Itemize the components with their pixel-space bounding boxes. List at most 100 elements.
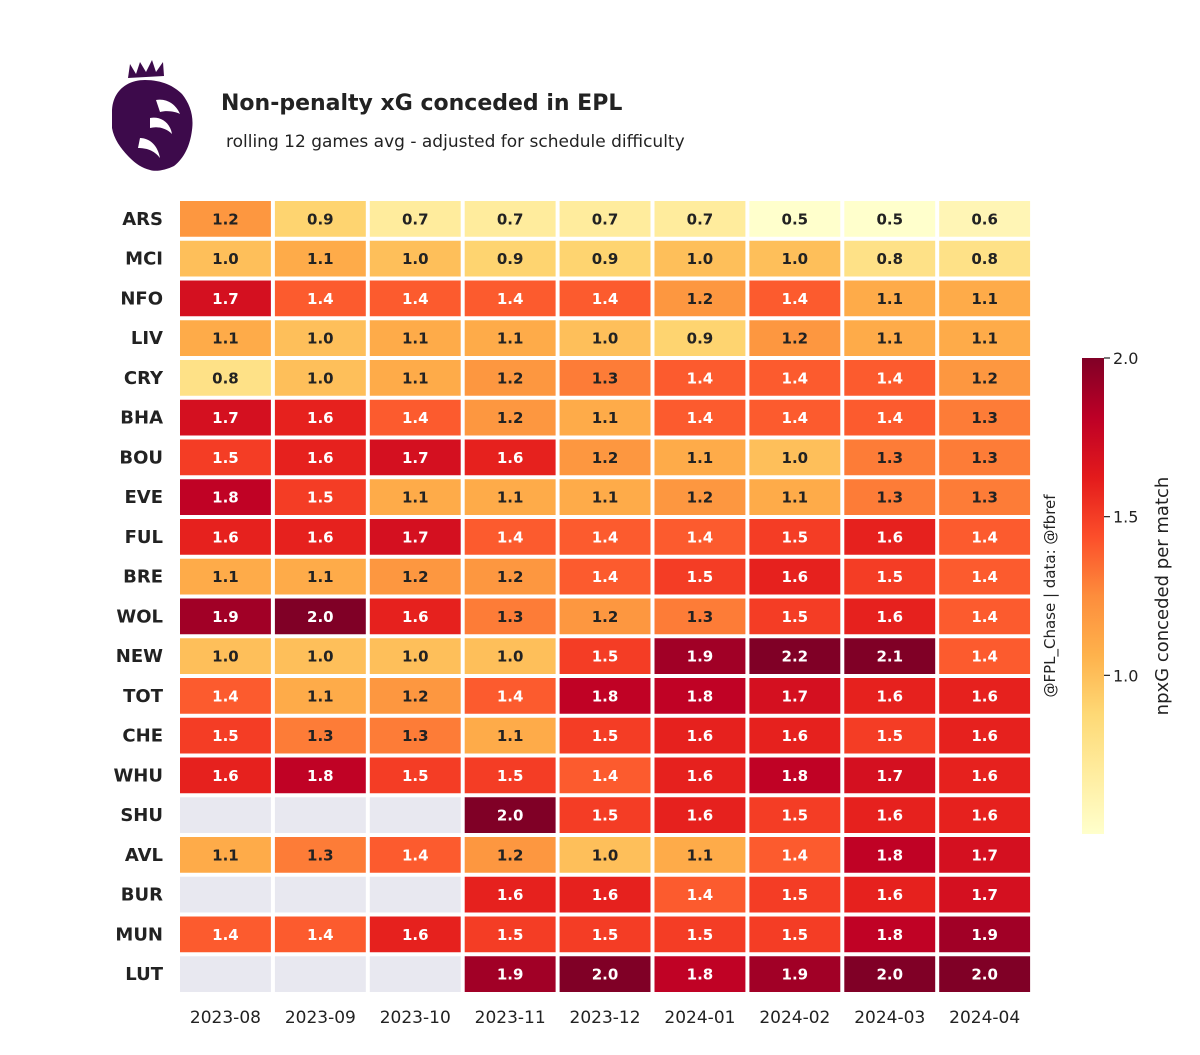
heatmap-cell xyxy=(274,320,366,356)
heatmap-cell xyxy=(559,916,651,953)
heatmap-cell xyxy=(939,320,1031,356)
heatmap-cell xyxy=(844,320,936,356)
heatmap-cell xyxy=(654,837,746,873)
cell-value-label: 1.4 xyxy=(687,528,714,546)
heatmap-cell xyxy=(180,598,271,635)
heatmap-cell xyxy=(844,558,936,595)
team-label-tot: TOT xyxy=(123,686,164,707)
heatmap-cell xyxy=(749,240,841,277)
heatmap-cell xyxy=(749,876,841,913)
cell-value-label: 1.5 xyxy=(876,727,903,745)
cell-value-label: 1.8 xyxy=(876,926,903,944)
cell-value-label: 1.8 xyxy=(307,767,334,785)
heatmap-cell xyxy=(654,439,746,476)
cell-value-label: 1.7 xyxy=(402,528,429,546)
cell-value-label: 1.2 xyxy=(971,369,998,387)
heatmap-cell xyxy=(844,240,936,277)
heatmap-cell xyxy=(464,916,556,953)
heatmap-cell xyxy=(369,320,461,356)
cell-value-label: 1.4 xyxy=(592,568,619,586)
heatmap-cell xyxy=(464,479,556,515)
cell-value-label: 2.0 xyxy=(971,966,998,984)
cell-value-label: 1.5 xyxy=(782,807,809,825)
month-label: 2023-08 xyxy=(190,1008,261,1028)
heatmap-cell xyxy=(654,797,746,833)
cell-value-label: 1.5 xyxy=(782,608,809,626)
cell-value-label: 1.1 xyxy=(212,846,239,864)
cell-value-label: 1.2 xyxy=(497,369,524,387)
cell-value-label: 1.4 xyxy=(971,648,998,666)
team-label-mci: MCI xyxy=(125,249,163,270)
heatmap-cell xyxy=(369,280,461,317)
cell-value-label: 1.4 xyxy=(782,409,809,427)
heatmap-cell xyxy=(749,837,841,873)
month-label: 2024-04 xyxy=(949,1008,1020,1028)
heatmap-cell xyxy=(369,638,461,674)
heatmap-cell xyxy=(749,916,841,953)
cell-value-label: 1.1 xyxy=(592,489,619,507)
heatmap-cell xyxy=(369,240,461,277)
cell-value-label: 1.5 xyxy=(876,568,903,586)
cell-value-label: 1.9 xyxy=(212,608,239,626)
cell-value-label: 1.5 xyxy=(212,449,239,467)
cell-value-label: 1.6 xyxy=(971,807,998,825)
month-label: 2024-01 xyxy=(664,1008,735,1028)
cell-value-label: 1.0 xyxy=(782,449,809,467)
cell-value-label: 1.1 xyxy=(687,449,714,467)
heatmap-cell xyxy=(180,439,271,476)
heatmap-cell xyxy=(369,558,461,595)
cell-value-label: 1.6 xyxy=(402,926,429,944)
chart-subtitle: rolling 12 games avg - adjusted for sche… xyxy=(226,132,685,152)
heatmap-cell xyxy=(844,360,936,396)
heatmap-cell xyxy=(464,598,556,635)
heatmap-cell xyxy=(844,399,936,436)
cell-value-label: 1.7 xyxy=(402,449,429,467)
heatmap-cell xyxy=(939,558,1031,595)
heatmap-cell-empty xyxy=(369,876,461,913)
cell-value-label: 1.4 xyxy=(497,290,524,308)
cell-value-label: 1.6 xyxy=(876,687,903,705)
heatmap-cell xyxy=(749,479,841,515)
heatmap-cell xyxy=(844,479,936,515)
team-label-avl: AVL xyxy=(125,845,163,866)
heatmap-cell xyxy=(464,757,556,794)
cell-value-label: 1.5 xyxy=(782,886,809,904)
heatmap-cell xyxy=(180,360,271,396)
cell-value-label: 1.3 xyxy=(592,369,619,387)
cell-value-label: 1.4 xyxy=(592,290,619,308)
heatmap-cell xyxy=(464,399,556,436)
heatmap-cell xyxy=(274,638,366,674)
heatmap-cell xyxy=(274,201,366,237)
heatmap-cell xyxy=(274,240,366,277)
cell-value-label: 1.5 xyxy=(592,648,619,666)
cell-value-label: 1.1 xyxy=(497,330,524,348)
cell-value-label: 1.2 xyxy=(497,568,524,586)
heatmap-cell xyxy=(749,439,841,476)
heatmap-cell xyxy=(464,280,556,317)
cell-value-label: 0.9 xyxy=(592,250,619,268)
cell-value-label: 1.5 xyxy=(782,528,809,546)
heatmap-cell xyxy=(559,797,651,833)
colorbar-ticks: 1.0 1.5 2.0 xyxy=(1104,349,1138,685)
heatmap-cell xyxy=(274,360,366,396)
cell-value-label: 1.1 xyxy=(876,290,903,308)
cell-value-label: 1.3 xyxy=(971,449,998,467)
cell-value-label: 1.0 xyxy=(687,250,714,268)
cell-value-label: 1.2 xyxy=(402,568,429,586)
cell-value-label: 1.0 xyxy=(592,330,619,348)
heatmap-cell-empty xyxy=(180,797,271,833)
cell-value-label: 2.0 xyxy=(307,608,334,626)
heatmap-cell xyxy=(180,519,271,555)
heatmap-cell xyxy=(654,240,746,277)
cell-value-label: 1.4 xyxy=(876,409,903,427)
heatmap-cell xyxy=(274,399,366,436)
heatmap-cell xyxy=(559,519,651,555)
cell-value-label: 1.4 xyxy=(307,290,334,308)
heatmap-cell xyxy=(654,201,746,237)
cell-value-label: 1.6 xyxy=(782,727,809,745)
cell-value-label: 0.7 xyxy=(687,210,714,228)
cell-value-label: 1.1 xyxy=(402,330,429,348)
heatmap-cell xyxy=(654,876,746,913)
colorbar-gradient xyxy=(1082,358,1104,834)
heatmap-cell xyxy=(464,201,556,237)
